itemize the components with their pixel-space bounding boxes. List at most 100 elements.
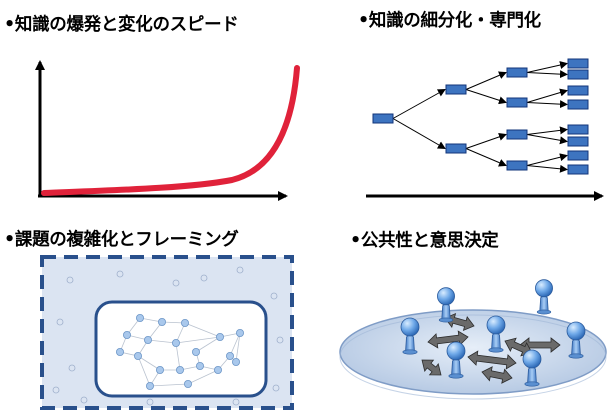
background-dot (276, 336, 284, 344)
specialization-tree (366, 58, 604, 201)
network-link (187, 369, 219, 385)
tree-edge (465, 89, 507, 105)
network-node (175, 365, 184, 374)
network-node (235, 328, 244, 337)
tree-edge (392, 118, 446, 149)
background-dot (270, 292, 278, 300)
tree-root-box (372, 113, 394, 124)
exponential-curve (41, 65, 300, 196)
background-dots (52, 266, 284, 406)
network-link (235, 332, 241, 363)
double-arrow (481, 366, 513, 384)
tree-level1-box (445, 143, 467, 154)
network-link (149, 383, 189, 387)
tree-edge (465, 148, 507, 167)
tree-edge (526, 70, 568, 79)
network-node (155, 365, 164, 374)
tree-edge (526, 153, 568, 166)
title-explosion: •知識の爆発と変化のスピード (4, 15, 239, 35)
double-arrow (467, 350, 517, 370)
network-node (213, 365, 222, 374)
tree-leaf-box (567, 164, 589, 175)
person-figure (400, 317, 420, 355)
tree-edge (526, 126, 568, 135)
background-dot (172, 279, 180, 287)
tree-level1-box (445, 84, 467, 95)
network-node (215, 332, 224, 341)
background-dot (232, 398, 240, 406)
network-node (123, 330, 132, 339)
background-dot (56, 318, 64, 326)
network-link (195, 336, 221, 353)
network-link (229, 332, 241, 357)
network-link (147, 339, 177, 344)
inner-frame (94, 300, 268, 398)
tree-level2-box (506, 97, 528, 108)
background-dot (52, 386, 60, 394)
person-figure (522, 349, 542, 387)
title-specialization: •知識の細分化・専門化 (358, 11, 541, 31)
tree-leaf-box (567, 124, 589, 135)
tree-leaf-box (567, 99, 589, 110)
tree-leaf-box (567, 58, 589, 69)
network-node (133, 351, 142, 360)
tree-edge (526, 134, 568, 145)
network-node (231, 357, 240, 366)
network-node (191, 347, 200, 356)
network-node (135, 313, 144, 322)
tree-edge (526, 88, 568, 103)
network (116, 313, 244, 390)
background-dot (236, 266, 244, 274)
network-node (145, 381, 154, 390)
person-figure (446, 341, 466, 379)
tree-edge (392, 89, 446, 119)
double-arrow (427, 330, 469, 349)
tree-edge (526, 164, 568, 173)
tree-edge (465, 133, 507, 149)
explosion-chart (35, 60, 300, 201)
network-link (137, 355, 151, 387)
network-node (171, 338, 180, 347)
background-dot (68, 364, 76, 372)
tree-edge (465, 71, 507, 90)
person-figure (566, 321, 586, 359)
person-figure (535, 279, 553, 315)
framing-diagram (40, 255, 294, 410)
network-node (180, 318, 189, 327)
network-node (195, 361, 204, 370)
background-dot (200, 274, 208, 282)
tree-leaf-box (567, 136, 589, 147)
tree-leaf-box (567, 69, 589, 80)
network-node (183, 379, 192, 388)
tree-edge (526, 100, 568, 109)
person-figure (437, 287, 455, 323)
public-decision-diagram (339, 279, 607, 400)
network-node (225, 351, 234, 360)
background-dot (116, 270, 124, 278)
background-dot (146, 398, 154, 406)
tree-edge (526, 61, 568, 73)
tree-level2-box (506, 160, 528, 171)
title-framing: •課題の複雑化とフレーミング (4, 230, 239, 250)
background-dot (66, 276, 74, 284)
tree-level2-box (506, 129, 528, 140)
people (400, 279, 586, 387)
double-arrow (444, 312, 475, 332)
title-public: •公共性と意思決定 (350, 231, 499, 251)
background-dot (80, 396, 88, 404)
network-link (137, 355, 161, 371)
network-node (116, 347, 125, 356)
background-dot (272, 384, 280, 392)
person-figure (486, 315, 506, 353)
tree-leaf-box (567, 150, 589, 161)
network-link (184, 322, 221, 338)
tree-leaf-box (567, 85, 589, 96)
network-node (157, 317, 166, 326)
network-link (175, 336, 221, 344)
tree-level2-box (506, 67, 528, 78)
double-arrow (421, 359, 442, 376)
discussion-disc (339, 309, 607, 395)
network-node (143, 335, 152, 344)
network-link (175, 342, 181, 371)
